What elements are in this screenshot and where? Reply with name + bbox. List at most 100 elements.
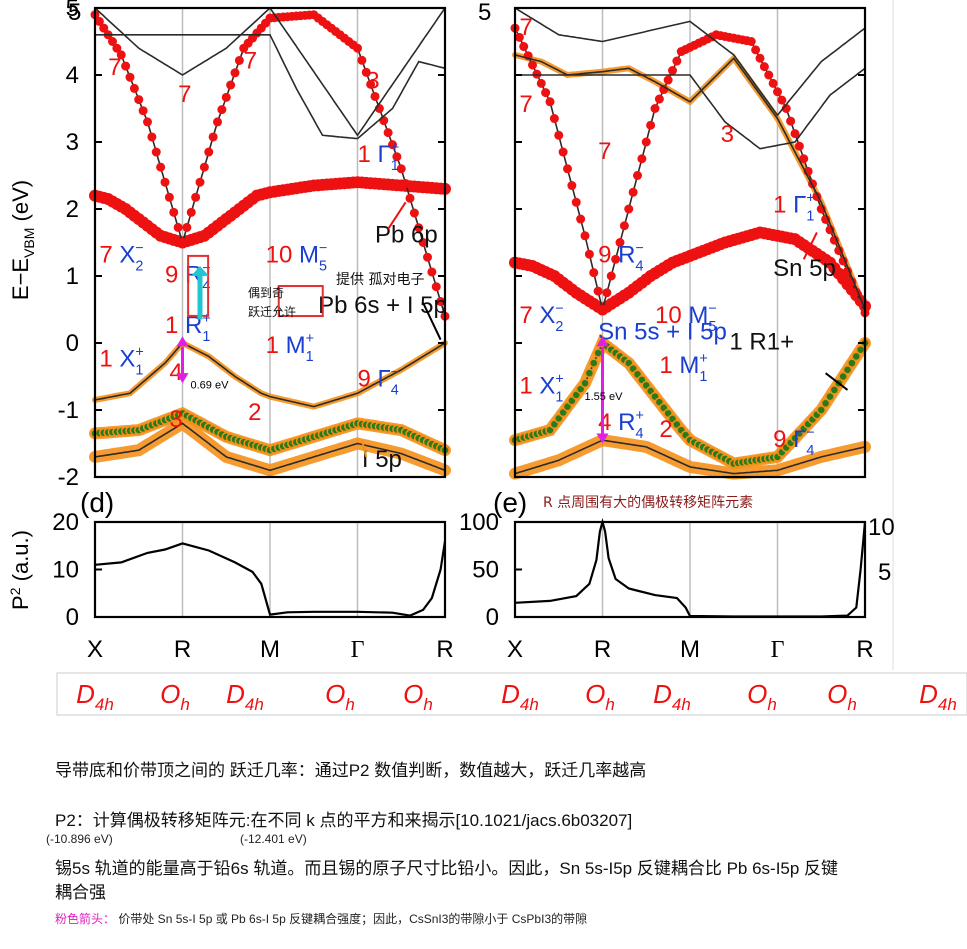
irrep-symbol: R <box>618 242 635 269</box>
magenta-arrowhead-right-top <box>596 336 609 347</box>
irrep-sup: + <box>555 371 563 387</box>
irrep-dim: 1 <box>99 345 119 372</box>
band-line-4 <box>514 439 866 475</box>
handwritten-parity-1: 偶到奇 <box>248 286 284 300</box>
y-tick-label: 3 <box>66 129 79 156</box>
p2-y-tick-label: 0 <box>66 604 79 631</box>
band-line-4 <box>94 422 446 472</box>
pb-sn-p-dot <box>199 162 209 172</box>
irrep-sup: − <box>806 425 814 441</box>
pb-sn-p-dot <box>755 53 765 63</box>
annotation-right: 9 R4 − <box>598 241 644 275</box>
irrep-sub: 5 <box>708 319 716 335</box>
annotation-left: 7 <box>178 81 191 108</box>
irrep-sub: 5 <box>319 259 327 275</box>
point-group-label: Oh <box>160 679 190 714</box>
y-tick-label: -1 <box>58 397 79 424</box>
y-tick-label: 2 <box>66 196 79 223</box>
pb-sn-p-dot <box>143 117 152 127</box>
band-line-2 <box>94 342 446 408</box>
annotation-right: 7 <box>519 91 532 118</box>
note-p2-definition: P2：计算偶极转移矩阵元:在不同 k 点的平方和来揭示[10.1021/jacs… <box>55 811 633 830</box>
band-axes-box <box>93 6 447 479</box>
pb-sn-p-dot <box>182 222 192 232</box>
pg-sub: 4h <box>95 695 114 714</box>
pb-sn-p-dot <box>169 207 179 217</box>
pb-sn-p-dot <box>519 42 529 52</box>
irrep-symbol: Γ <box>378 366 391 393</box>
annotation-left: Pb 6p <box>375 222 438 249</box>
pb-sn-p-dot <box>549 114 559 124</box>
handwritten-lone-pair: 提供 孤对电子 <box>336 272 424 288</box>
k-point-label: Γ <box>771 637 785 663</box>
irrep-sup: − <box>319 241 327 257</box>
pg-main: O <box>325 679 345 709</box>
pb-sn-p-dot <box>213 117 222 127</box>
annotation-right: 1 R1+ <box>729 329 794 356</box>
pb-sn-p-dot <box>396 164 406 174</box>
pb-sn-p-dot <box>619 221 629 231</box>
pg-main: D <box>653 679 672 709</box>
p2-y-tick-label: 50 <box>472 557 499 584</box>
pb-sn-p-dot <box>217 105 227 115</box>
pg-main: D <box>76 679 95 709</box>
y-tick-label: 0 <box>66 330 79 357</box>
pb-sn-p-dot <box>563 164 572 174</box>
pb-sn-p-dot <box>759 62 769 72</box>
p2-y-tick-label: 100 <box>459 509 499 536</box>
pointer-sn5p <box>802 232 818 260</box>
pb-sn-p-dot <box>598 305 607 314</box>
pb-sn-p-dot <box>414 223 424 233</box>
k-point-label: R <box>174 636 191 663</box>
irrep-sup: + <box>135 344 143 360</box>
annotation-right: 1 X1 + <box>519 371 563 405</box>
pb-sn-p-dot <box>178 238 187 247</box>
pb-sn-p-dot <box>129 83 139 93</box>
y-tick-top-right: 5 <box>478 0 491 26</box>
k-point-label: M <box>680 636 700 663</box>
pb-sn-p-dot <box>230 68 240 78</box>
pg-main: D <box>226 679 245 709</box>
pb-sn-p-dot <box>615 238 625 247</box>
k-point-label: Γ <box>351 637 365 663</box>
y-tick-top-left: 5 <box>68 0 81 26</box>
pb-sn-p-dot <box>383 128 393 138</box>
irrep-sup: + <box>391 140 399 156</box>
pb-sn-p-dot <box>554 130 564 140</box>
pb-sn-p-dot <box>663 75 673 85</box>
annotation-left: 1 M1 + <box>266 331 314 365</box>
irrep-sup: + <box>806 190 814 206</box>
cut-tick-100: 10 <box>868 514 895 541</box>
pb-sn-p-dot <box>746 37 756 46</box>
pb-sn-p-dot <box>536 78 546 88</box>
p2-panel-d: 0 10 20 X R M Γ R <box>52 509 453 663</box>
annotation-left: Pb 6s + I 5p <box>318 292 447 319</box>
note-sn-vs-pb-1: 锡5s 轨道的能量高于铅6s 轨道。而且锡的原子尺寸比铅小。因此，Sn 5s-I… <box>55 859 839 878</box>
p2-y-tick-label: 20 <box>52 509 79 536</box>
pg-sub: h <box>345 695 354 714</box>
pb-sn-p-dot <box>164 192 174 202</box>
pb-sn-p-dot <box>637 154 647 164</box>
k-point-label: X <box>87 636 103 663</box>
s-orbital-dot <box>820 398 831 409</box>
point-group-label: Oh <box>403 679 433 714</box>
annotation-left: 9 Γ4 − <box>358 365 400 399</box>
annotation-left: 1 Γ1 + <box>358 140 400 174</box>
pb-sn-p-dot <box>777 95 787 105</box>
band-axes-box <box>513 6 867 479</box>
irrep-dim: 9 <box>773 426 793 453</box>
irrep-sup: + <box>699 351 707 367</box>
pg-main: O <box>160 679 180 709</box>
pg-sub: h <box>767 695 776 714</box>
irrep-symbol: R <box>618 409 635 436</box>
annotation-right: 10 M5 − <box>655 301 717 335</box>
s-orbital-dot <box>580 378 590 388</box>
irrep-dim: 9 <box>358 366 378 393</box>
annotation-left: 7 <box>244 47 257 74</box>
s-orbital-dot <box>842 365 853 375</box>
pb-sn-p-dot <box>606 271 616 281</box>
note-energy-right: (-12.401 eV) <box>240 832 307 846</box>
irrep-sub: 1 <box>391 158 399 174</box>
